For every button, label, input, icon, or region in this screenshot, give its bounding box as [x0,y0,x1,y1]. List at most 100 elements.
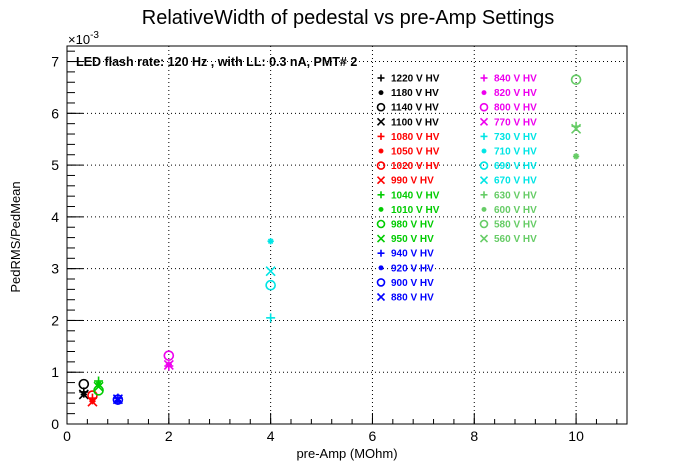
x-tick-label: 10 [568,428,584,444]
legend-marker [481,206,487,212]
legend-marker [377,191,385,199]
data-point [571,123,582,134]
legend-item: 560 V HV [479,234,537,245]
legend-marker [481,148,487,154]
y-multiplier-exponent: -3 [90,30,99,41]
legend-marker [376,102,386,112]
legend-item: 980 V HV [376,219,434,231]
data-point [78,389,89,400]
legend-marker [376,219,386,229]
legend-marker [377,249,385,257]
legend-label: 1100 V HV [391,117,439,128]
legend-marker [479,102,489,112]
legend-marker [376,117,386,126]
data-point [78,378,90,390]
y-tick-label: 0 [51,416,59,432]
legend-label: 630 V HV [494,190,537,201]
data-point [265,279,276,291]
legend-label: 1010 V HV [391,205,440,216]
data-point [267,238,274,245]
legend-item: 940 V HV [377,249,434,260]
legend-item: 950 V HV [376,234,434,245]
x-tick-label: 4 [267,428,275,444]
data-points [78,74,582,407]
legend-label: 820 V HV [494,88,537,99]
x-tick-label: 0 [63,428,71,444]
legend-marker [480,191,488,199]
legend-item: 990 V HV [376,176,434,187]
legend-item: 1050 V HV [378,147,440,158]
legend-label: 1140 V HV [391,103,439,114]
data-point [265,266,276,277]
legend-item: 900 V HV [376,278,434,289]
data-point [163,350,175,361]
data-point [112,394,123,405]
data-point [93,381,104,392]
legend-label: 800 V HV [494,103,537,114]
legend-label: 690 V HV [494,161,537,172]
legend-item: 1100 V HV [376,117,439,128]
legend-marker [376,234,386,243]
legend-marker [479,117,489,126]
legend-item: 840 V HV [480,74,537,85]
legend-marker [479,176,489,185]
data-point [572,153,580,160]
legend-label: 770 V HV [494,117,537,128]
axis-tick-labels: 0 2 4 6 8 10 0 1 2 3 4 5 6 7 [51,54,584,444]
legend-marker [376,278,386,287]
legend-label: 730 V HV [494,132,537,143]
legend-item: 770 V HV [479,117,537,128]
legend-item: 600 V HV [481,205,537,216]
plot-frame [66,45,628,425]
chart-title: RelativeWidth of pedestal vs pre-Amp Set… [142,7,554,29]
legend-marker [377,74,385,82]
legend-item: 1180 V HV [378,88,439,99]
legend-marker [378,206,384,212]
y-axis-label: PedRMS/PedMean [8,181,23,292]
data-point [266,313,276,323]
legend-marker [479,234,489,243]
legend-item: 580 V HV [479,219,537,231]
x-tick-label: 2 [165,428,173,444]
legend-item: 690 V HV [479,161,537,172]
legend-label: 580 V HV [494,220,537,231]
legend-label: 1050 V HV [391,147,440,158]
legend-item: 880 V HV [376,292,434,304]
y-tick-label: 5 [51,157,59,173]
legend-label: 880 V HV [391,293,434,304]
legend-marker [481,90,487,96]
y-tick-label: 3 [51,261,59,277]
legend-label: 1020 V HV [391,161,440,172]
grid-lines [67,46,627,424]
legend-label: 950 V HV [391,234,434,245]
data-point [163,359,174,371]
legend-item: 670 V HV [479,176,537,187]
x-tick-label: 8 [470,428,478,444]
legend-item: 1020 V HV [376,161,440,172]
legend-marker [376,292,386,302]
y-tick-label: 2 [51,312,59,328]
legend-label: 1220 V HV [391,74,440,85]
legend-label: 920 V HV [391,263,434,274]
data-point [87,390,98,401]
legend-label: 670 V HV [494,176,537,187]
y-tick-label: 7 [51,54,59,70]
legend-item: 920 V HV [378,263,434,274]
legend-marker [479,161,489,170]
y-tick-label: 6 [51,105,59,121]
legend-item: 1040 V HV [377,190,440,201]
x-tick-label: 6 [369,428,377,444]
legend-label: 900 V HV [391,278,434,289]
data-point [570,74,582,85]
legend-label: 1040 V HV [391,190,440,201]
legend-marker [480,132,488,140]
x-axis-label: pre-Amp (MOhm) [296,446,397,461]
legend-item: 730 V HV [480,132,537,143]
legend-label: 600 V HV [494,205,537,216]
legend-label: 710 V HV [494,147,537,158]
legend-item: 820 V HV [481,88,537,99]
legend-item: 1140 V HV [376,102,439,114]
y-axis-multiplier: ×10-3 [68,30,99,47]
legend-marker [479,219,489,229]
